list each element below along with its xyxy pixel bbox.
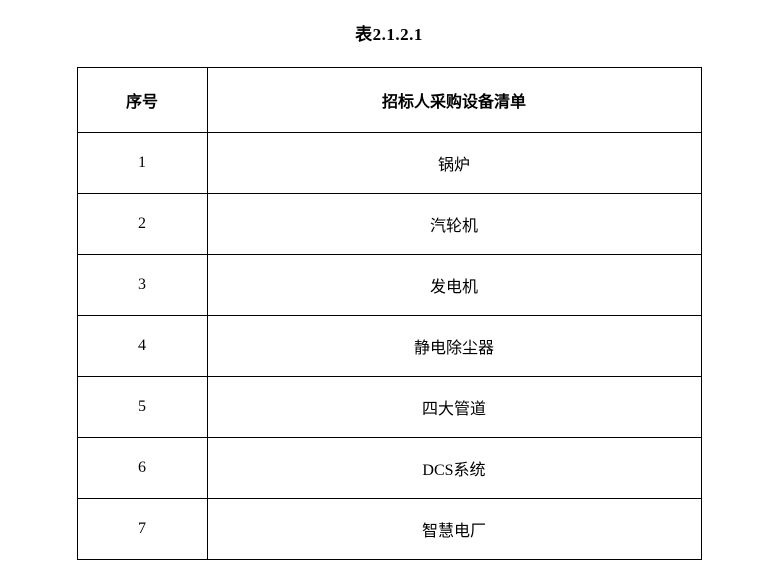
cell-desc: 发电机 [207, 255, 701, 316]
col-header-desc: 招标人采购设备清单 [207, 68, 701, 133]
document-page: 表2.1.2.1 序号 招标人采购设备清单 1 锅炉 2 汽轮机 3 发电机 [0, 0, 778, 560]
cell-desc: 汽轮机 [207, 194, 701, 255]
cell-desc: 智慧电厂 [207, 499, 701, 560]
table-row: 5 四大管道 [77, 377, 701, 438]
table-row: 7 智慧电厂 [77, 499, 701, 560]
equipment-table: 序号 招标人采购设备清单 1 锅炉 2 汽轮机 3 发电机 4 静电除尘器 5 [77, 67, 702, 560]
cell-desc: 静电除尘器 [207, 316, 701, 377]
cell-seq: 5 [77, 377, 207, 438]
table-caption: 表2.1.2.1 [0, 20, 778, 45]
table-row: 2 汽轮机 [77, 194, 701, 255]
table-header-row: 序号 招标人采购设备清单 [77, 68, 701, 133]
table-row: 4 静电除尘器 [77, 316, 701, 377]
cell-seq: 2 [77, 194, 207, 255]
col-header-seq: 序号 [77, 68, 207, 133]
cell-seq: 7 [77, 499, 207, 560]
cell-desc: 锅炉 [207, 133, 701, 194]
cell-seq: 3 [77, 255, 207, 316]
cell-seq: 1 [77, 133, 207, 194]
table-row: 6 DCS系统 [77, 438, 701, 499]
table-row: 3 发电机 [77, 255, 701, 316]
table-row: 1 锅炉 [77, 133, 701, 194]
cell-desc: 四大管道 [207, 377, 701, 438]
cell-seq: 4 [77, 316, 207, 377]
cell-seq: 6 [77, 438, 207, 499]
cell-desc: DCS系统 [207, 438, 701, 499]
